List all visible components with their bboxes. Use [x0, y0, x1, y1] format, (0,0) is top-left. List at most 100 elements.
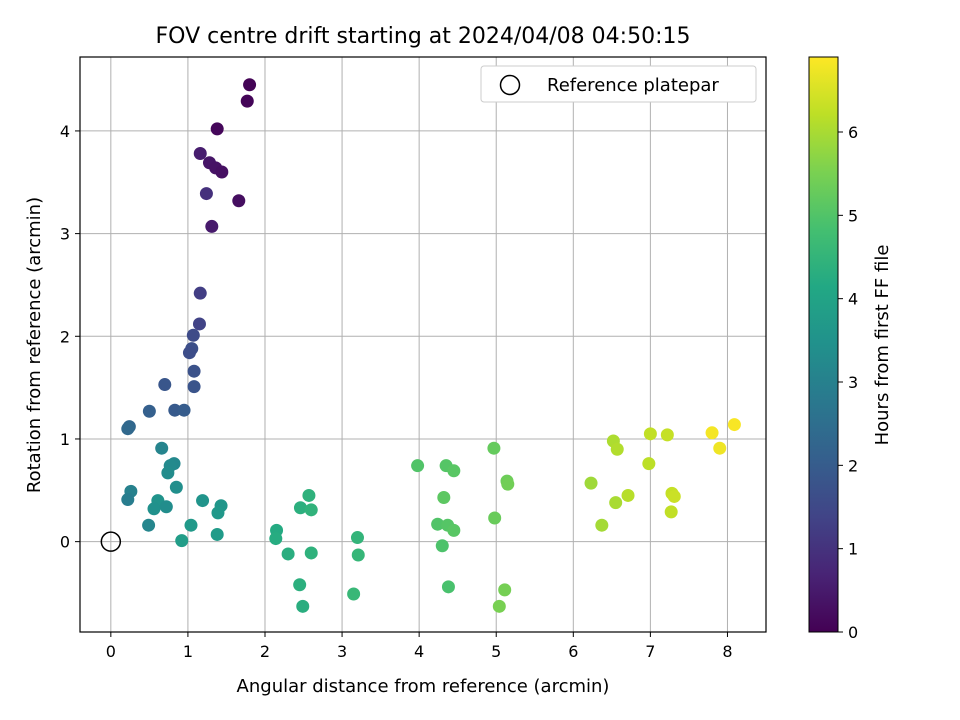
data-point: [232, 194, 246, 208]
data-point: [193, 147, 207, 161]
data-point: [595, 518, 609, 532]
data-point: [196, 494, 210, 508]
data-point: [667, 489, 681, 503]
data-point: [302, 488, 316, 502]
data-point: [610, 442, 624, 456]
legend-reference-marker: [499, 74, 521, 96]
data-point: [210, 527, 224, 541]
colorbar-tick-label: 6: [848, 123, 858, 142]
data-point: [243, 78, 257, 92]
y-tick-label: 0: [60, 533, 70, 552]
colorbar: 0 1 2 3 4 5 6 Hours from first FF file: [808, 56, 893, 642]
colorbar-tick-label: 0: [848, 623, 858, 642]
data-point: [411, 459, 425, 473]
data-point: [664, 505, 678, 519]
data-point: [435, 539, 449, 553]
data-point: [281, 547, 295, 561]
data-point: [192, 317, 206, 331]
data-point: [155, 441, 169, 455]
data-point: [159, 500, 173, 514]
x-axis-label: Angular distance from reference (arcmin): [237, 676, 610, 697]
data-point: [158, 378, 172, 392]
y-tick-label: 4: [60, 122, 70, 141]
data-point: [304, 546, 318, 560]
colorbar-label: Hours from first FF file: [872, 245, 893, 446]
x-tick-label: 0: [106, 642, 116, 661]
data-point: [147, 502, 161, 516]
data-point: [643, 427, 657, 441]
data-point: [621, 488, 635, 502]
data-point: [304, 503, 318, 517]
x-tick-label: 6: [568, 642, 578, 661]
data-point: [186, 328, 200, 342]
y-tick-label: 3: [60, 225, 70, 244]
x-tick-label: 1: [183, 642, 193, 661]
x-tick-label: 7: [645, 642, 655, 661]
data-points: [121, 78, 741, 613]
data-point: [211, 506, 225, 520]
data-point: [705, 426, 719, 440]
x-tick-label: 2: [260, 642, 270, 661]
data-point: [161, 466, 175, 480]
chart-title: FOV centre drift starting at 2024/04/08 …: [156, 24, 691, 49]
data-point: [193, 286, 207, 300]
data-point: [584, 476, 598, 490]
x-tick-label: 5: [491, 642, 501, 661]
data-point: [498, 583, 512, 597]
colorbar-tick-label: 4: [848, 290, 858, 309]
legend: Reference platepar: [480, 65, 757, 103]
data-point: [296, 599, 310, 613]
y-tick-label: 2: [60, 327, 70, 346]
data-point: [175, 534, 189, 548]
data-point: [199, 187, 213, 201]
data-point: [210, 122, 224, 136]
x-tick-label: 3: [337, 642, 347, 661]
colorbar-tick-label: 2: [848, 456, 858, 475]
data-point: [177, 403, 191, 417]
y-tick-label: 1: [60, 430, 70, 449]
data-point: [240, 94, 254, 108]
data-point: [501, 477, 515, 491]
data-point: [437, 490, 451, 504]
data-point: [492, 599, 506, 613]
data-point: [169, 480, 183, 494]
data-point: [660, 428, 674, 442]
data-point: [609, 496, 623, 510]
colorbar-gradient: [808, 56, 839, 633]
legend-reference-label: Reference platepar: [547, 75, 719, 96]
data-point: [215, 165, 229, 179]
data-point: [269, 532, 283, 546]
data-point: [142, 404, 156, 418]
colorbar-tick-label: 3: [848, 373, 858, 392]
x-axis-ticks: 0 1 2 3 4 5 6 7 8: [106, 632, 733, 661]
data-point: [182, 346, 196, 360]
data-point: [642, 457, 656, 471]
colorbar-ticks: 0 1 2 3 4 5 6: [838, 123, 858, 642]
y-axis-ticks: 0 1 2 3 4: [60, 122, 80, 552]
data-point: [488, 511, 502, 525]
data-point: [121, 422, 135, 436]
x-tick-label: 4: [414, 642, 424, 661]
data-point: [168, 403, 182, 417]
data-point: [187, 364, 201, 378]
data-point: [184, 518, 198, 532]
data-point: [293, 501, 307, 515]
reference-marker-layer: [100, 531, 122, 552]
data-point: [350, 531, 364, 545]
colorbar-tick-label: 5: [848, 206, 858, 225]
data-point: [431, 517, 445, 531]
data-point: [347, 587, 361, 601]
y-axis-label: Rotation from reference (arcmin): [24, 197, 45, 493]
data-point: [142, 518, 156, 532]
data-point: [187, 380, 201, 394]
legend-box: [480, 65, 757, 103]
data-point: [293, 578, 307, 592]
x-tick-label: 8: [722, 642, 732, 661]
data-point: [351, 548, 365, 562]
colorbar-tick-label: 1: [848, 540, 858, 559]
data-point: [441, 580, 455, 594]
reference-platepar-marker: [100, 531, 122, 552]
data-point: [727, 418, 741, 432]
data-point: [447, 523, 461, 537]
